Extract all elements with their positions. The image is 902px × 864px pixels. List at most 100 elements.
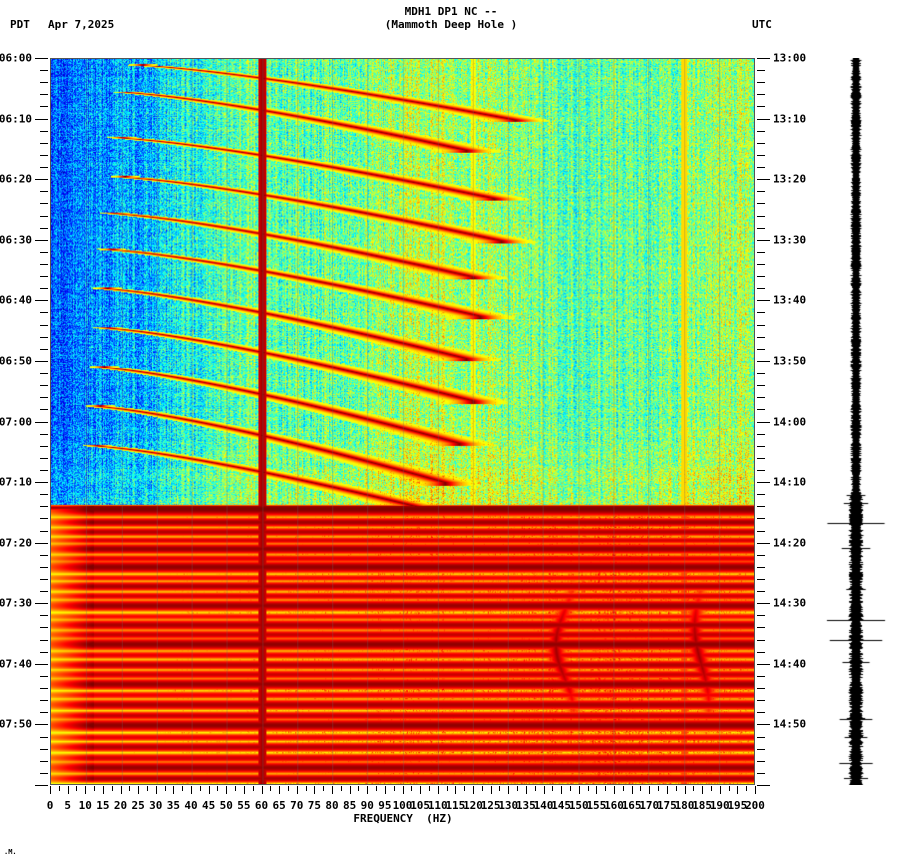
frequency-tick — [340, 786, 342, 791]
frequency-tick — [349, 786, 351, 794]
time-tick-left — [40, 348, 48, 350]
frequency-axis-title: FREQUENCY (HZ) — [353, 812, 453, 825]
frequency-tick — [446, 786, 448, 791]
spectrogram-heatmap — [51, 59, 754, 784]
time-tick-left — [40, 748, 48, 750]
frequency-tick — [155, 786, 157, 794]
time-tick-left — [40, 82, 48, 84]
time-tick-right — [757, 663, 770, 665]
time-label-utc: 13:10 — [773, 112, 807, 126]
time-tick-left — [40, 433, 48, 435]
frequency-tick — [666, 786, 668, 794]
time-tick-right — [757, 360, 770, 362]
frequency-tick — [393, 786, 395, 791]
frequency-label: 15 — [96, 799, 110, 812]
time-label-pdt: 06:20 — [0, 172, 32, 186]
time-tick-right — [757, 457, 765, 459]
frequency-tick — [658, 786, 660, 791]
time-label-utc: 13:30 — [773, 233, 807, 247]
frequency-label: 75 — [307, 799, 321, 812]
time-tick-left — [40, 373, 48, 375]
frequency-label: 5 — [64, 799, 71, 812]
time-label-utc: 13:50 — [773, 354, 807, 368]
frequency-label: 100 — [392, 799, 413, 812]
frequency-tick — [640, 786, 642, 791]
frequency-tick — [252, 786, 254, 791]
frequency-tick — [437, 786, 439, 794]
frequency-tick — [428, 786, 430, 791]
time-axis-utc: 13:00 13:10 13:20 13:30 13:40 13:50 14:00 14:10… — [755, 52, 815, 786]
time-tick-right — [757, 469, 765, 471]
time-tick-right — [757, 675, 765, 677]
frequency-tick — [614, 786, 615, 794]
time-tick-right — [757, 348, 765, 350]
frequency-tick — [455, 786, 457, 794]
time-tick-left — [40, 276, 48, 278]
frequency-tick — [243, 786, 245, 794]
time-tick-left — [40, 106, 48, 108]
time-tick-left — [35, 482, 48, 484]
frequency-tick — [631, 786, 633, 794]
time-label-pdt: 06:40 — [0, 293, 32, 307]
frequency-label: 90 — [360, 799, 374, 812]
time-label-pdt: 07:30 — [0, 596, 32, 610]
time-tick-right — [757, 215, 765, 217]
frequency-tick — [384, 786, 386, 794]
frequency-tick — [569, 786, 571, 791]
time-tick-left — [40, 288, 48, 290]
time-tick-right — [757, 373, 765, 375]
time-tick-left — [40, 227, 48, 229]
frequency-tick — [67, 786, 69, 794]
time-tick-right — [757, 639, 765, 641]
spectrogram-plot-area[interactable] — [50, 58, 755, 785]
time-tick-left — [40, 457, 48, 459]
time-tick-right — [757, 433, 765, 435]
time-tick-left — [40, 494, 48, 496]
frequency-tick — [367, 786, 369, 794]
time-tick-left — [35, 360, 48, 362]
frequency-tick — [508, 786, 510, 794]
date-label: Apr 7,2025 — [48, 18, 115, 31]
time-tick-left — [35, 300, 48, 302]
time-tick-right — [757, 651, 765, 653]
time-tick-right — [757, 263, 765, 265]
time-tick-right — [757, 785, 770, 786]
frequency-tick — [755, 786, 756, 794]
frequency-tick — [561, 786, 563, 794]
frequency-tick — [596, 786, 598, 794]
frequency-tick — [517, 786, 519, 791]
time-tick-right — [757, 688, 765, 690]
time-label-pdt: 07:50 — [0, 717, 32, 731]
frequency-tick — [129, 786, 131, 791]
time-tick-left — [40, 736, 48, 738]
frequency-tick — [85, 786, 87, 794]
frequency-tick — [199, 786, 201, 791]
time-tick-right — [757, 276, 765, 278]
time-tick-right — [757, 724, 770, 726]
time-tick-left — [35, 603, 48, 605]
frequency-tick — [737, 786, 739, 794]
time-tick-right — [757, 239, 770, 241]
frequency-tick — [146, 786, 148, 791]
frequency-tick — [173, 786, 175, 794]
time-tick-left — [40, 651, 48, 653]
time-label-pdt: 07:40 — [0, 657, 32, 671]
frequency-label: 105 — [410, 799, 431, 812]
time-tick-left — [40, 760, 48, 762]
time-tick-right — [757, 324, 765, 326]
time-tick-right — [757, 566, 765, 568]
time-tick-left — [40, 385, 48, 387]
time-tick-left — [40, 700, 48, 702]
time-tick-right — [757, 167, 765, 169]
frequency-label: 125 — [480, 799, 501, 812]
frequency-axis: 0 5 10 15 20 25 30 35 40 45 50 55 60 65 70 75 80 85 90 95 10… — [47, 786, 765, 826]
frequency-tick — [314, 786, 316, 794]
frequency-tick — [605, 786, 607, 791]
frequency-label: 135 — [515, 799, 536, 812]
time-tick-right — [757, 58, 770, 59]
time-tick-left — [40, 142, 48, 144]
frequency-label: 160 — [604, 799, 624, 812]
time-tick-right — [757, 603, 770, 605]
time-tick-left — [35, 118, 48, 120]
time-tick-right — [757, 579, 765, 581]
